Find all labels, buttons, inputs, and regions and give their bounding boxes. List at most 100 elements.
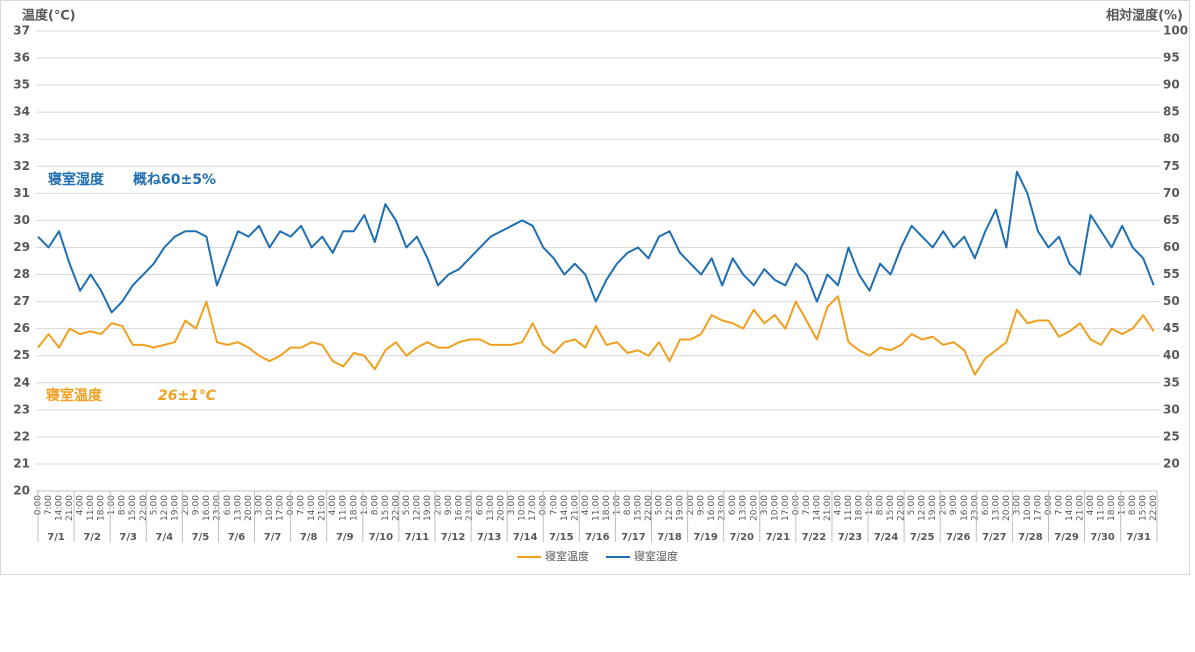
x-tick-label: 5:00 [402, 495, 412, 515]
y2-tick-label: 100 [1163, 24, 1188, 38]
x-tick-label: 9:00 [444, 495, 454, 515]
x-tick-label: 15:00 [633, 495, 643, 521]
y-axis-title: 温度(℃) [22, 8, 76, 24]
x-tick-label: 9:00 [697, 495, 707, 515]
y-tick-label: 37 [13, 24, 30, 38]
x-tick-label: 14:00 [812, 495, 822, 521]
y-tick-label: 23 [13, 402, 30, 416]
date-label: 7/29 [1054, 532, 1079, 543]
x-tick-label: 7:00 [44, 495, 54, 515]
x-tick-label: 17:00 [528, 495, 538, 521]
date-label: 7/19 [693, 532, 718, 543]
date-label: 7/15 [549, 532, 574, 543]
y-tick-label: 25 [13, 348, 30, 362]
x-tick-label: 3:00 [255, 495, 265, 515]
x-tick-label: 4:00 [833, 495, 843, 515]
x-tick-label: 13:00 [739, 495, 749, 521]
x-tick-label: 2:00 [433, 495, 443, 515]
y2-tick-label: 95 [1163, 51, 1180, 65]
x-tick-label: 19:00 [928, 495, 938, 521]
y-tick-label: 26 [13, 321, 30, 335]
chart-border [0, 0, 1190, 575]
x-tick-label: 4:00 [328, 495, 338, 515]
x-tick-label: 17:00 [276, 495, 286, 521]
date-label: 7/3 [119, 532, 137, 543]
x-tick-label: 21:00 [570, 495, 580, 521]
legend-label: 寝室温度 [545, 549, 589, 563]
x-tick-label: 14:00 [307, 495, 317, 521]
x-tick-label: 1:00 [1118, 495, 1128, 515]
x-tick-label: 14:00 [560, 495, 570, 521]
x-tick-label: 19:00 [423, 495, 433, 521]
date-label: 7/14 [513, 532, 538, 543]
y2-tick-label: 80 [1163, 132, 1180, 146]
y2-axis-title: 相対湿度(%) [1106, 8, 1183, 24]
x-tick-label: 4:00 [76, 495, 86, 515]
x-tick-label: 15:00 [886, 495, 896, 521]
y-tick-label: 21 [13, 456, 30, 470]
x-tick-label: 22:00 [139, 495, 149, 521]
x-tick-label: 18:00 [1107, 495, 1117, 521]
y2-tick-label: 25 [1163, 429, 1180, 443]
y-tick-label: 22 [13, 429, 30, 443]
y2-tick-label: 45 [1163, 321, 1180, 335]
y2-tick-label: 90 [1163, 78, 1180, 92]
date-label: 7/4 [156, 532, 174, 543]
y2-tick-label: 60 [1163, 240, 1180, 254]
x-tick-label: 7:00 [1055, 495, 1065, 515]
x-tick-label: 17:00 [1033, 495, 1043, 521]
x-tick-label: 20:00 [749, 495, 759, 521]
x-tick-label: 8:00 [370, 495, 380, 515]
date-label: 7/12 [441, 532, 466, 543]
date-label: 7/7 [264, 532, 282, 543]
y-tick-label: 29 [13, 240, 30, 254]
x-tick-label: 13:00 [233, 495, 243, 521]
x-tick-label: 16:00 [455, 495, 465, 521]
x-tick-label: 23:00 [465, 495, 475, 521]
data-line [37, 295, 1155, 376]
x-tick-label: 2:00 [181, 495, 191, 515]
x-tick-label: 7:00 [802, 495, 812, 515]
x-tick-label: 14:00 [1065, 495, 1075, 521]
x-tick-label: 13:00 [991, 495, 1001, 521]
y2-tick-label: 70 [1163, 186, 1180, 200]
y-tick-label: 33 [13, 132, 30, 146]
x-tick-label: 20:00 [244, 495, 254, 521]
y2-tick-label: 85 [1163, 105, 1180, 119]
date-label: 7/23 [838, 532, 863, 543]
x-tick-label: 2:00 [939, 495, 949, 515]
date-label: 7/20 [729, 532, 754, 543]
date-label: 7/25 [910, 532, 935, 543]
y-tick-label: 34 [13, 105, 30, 119]
x-tick-label: 23:00 [718, 495, 728, 521]
x-tick-label: 10:00 [265, 495, 275, 521]
x-tick-label: 21:00 [1076, 495, 1086, 521]
y-tick-label: 32 [13, 159, 30, 173]
y-tick-label: 30 [13, 213, 30, 227]
x-tick-label: 18:00 [855, 495, 865, 521]
date-label: 7/10 [369, 532, 394, 543]
x-tick-label: 11:00 [844, 495, 854, 521]
annotation: 寝室温度 [46, 387, 103, 404]
data-line [37, 170, 1155, 314]
x-tick-label: 6:00 [728, 495, 738, 515]
x-tick-label: 18:00 [602, 495, 612, 521]
x-tick-label: 20:00 [1002, 495, 1012, 521]
x-tick-label: 18:00 [349, 495, 359, 521]
date-label: 7/17 [621, 532, 646, 543]
x-tick-label: 1:00 [360, 495, 370, 515]
y-tick-label: 28 [13, 267, 30, 281]
x-tick-label: 13:00 [486, 495, 496, 521]
x-tick-label: 22:00 [391, 495, 401, 521]
y-tick-label: 20 [13, 484, 30, 498]
x-tick-label: 3:00 [507, 495, 517, 515]
x-tick-label: 23:00 [212, 495, 222, 521]
x-tick-label: 12:00 [918, 495, 928, 521]
legend-label: 寝室湿度 [634, 549, 678, 563]
x-tick-label: 9:00 [191, 495, 201, 515]
date-label: 7/2 [83, 532, 101, 543]
y2-tick-label: 20 [1163, 456, 1180, 470]
x-tick-label: 7:00 [549, 495, 559, 515]
y2-tick-label: 55 [1163, 267, 1180, 281]
x-tick-label: 8:00 [876, 495, 886, 515]
